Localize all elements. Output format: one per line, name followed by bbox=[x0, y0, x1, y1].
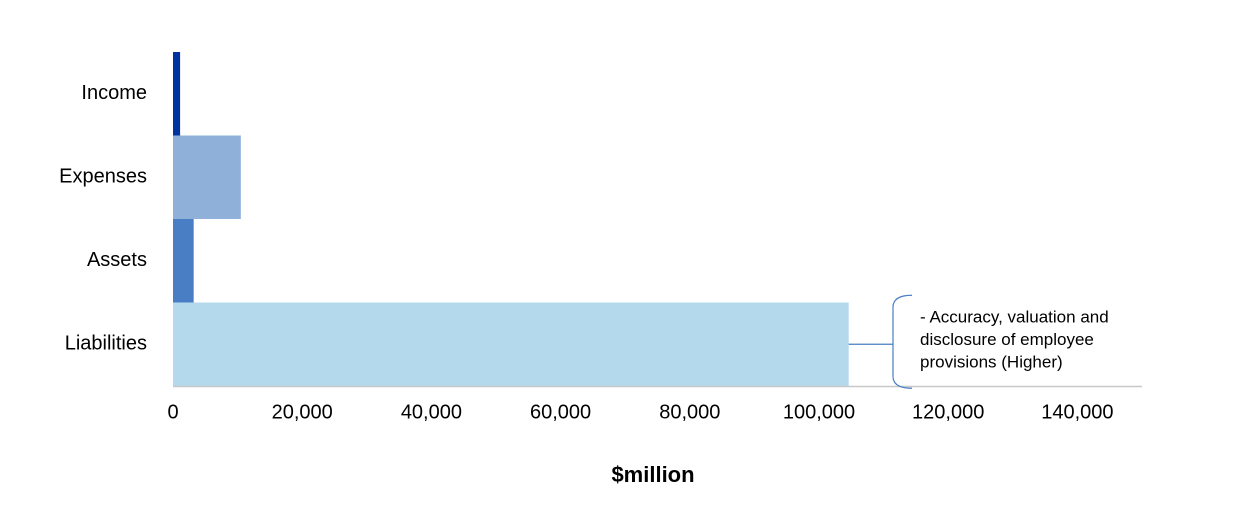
bar bbox=[173, 135, 241, 219]
x-tick-label: 120,000 bbox=[912, 401, 984, 423]
annotation-text: - Accuracy, valuation and bbox=[920, 308, 1109, 327]
bar bbox=[173, 52, 181, 136]
annotation-text: provisions (Higher) bbox=[920, 353, 1063, 372]
bar bbox=[173, 219, 194, 303]
y-tick-label: Assets bbox=[87, 249, 147, 271]
x-tick-label: 100,000 bbox=[783, 401, 855, 423]
y-tick-label: Expenses bbox=[59, 166, 147, 188]
annotation-connector bbox=[848, 294, 913, 389]
x-tick-label: 80,000 bbox=[659, 401, 720, 423]
bar bbox=[173, 302, 849, 386]
y-tick-label: Income bbox=[81, 82, 147, 104]
x-tick-label: 20,000 bbox=[272, 401, 333, 423]
x-axis-title: $million bbox=[611, 462, 694, 487]
x-tick-label: 140,000 bbox=[1041, 401, 1113, 423]
annotation-text: disclosure of employee bbox=[920, 330, 1094, 349]
x-tick-label: 40,000 bbox=[401, 401, 462, 423]
x-tick-label: 0 bbox=[167, 401, 178, 423]
y-tick-label: Liabilities bbox=[65, 333, 147, 355]
x-tick-label: 60,000 bbox=[530, 401, 591, 423]
